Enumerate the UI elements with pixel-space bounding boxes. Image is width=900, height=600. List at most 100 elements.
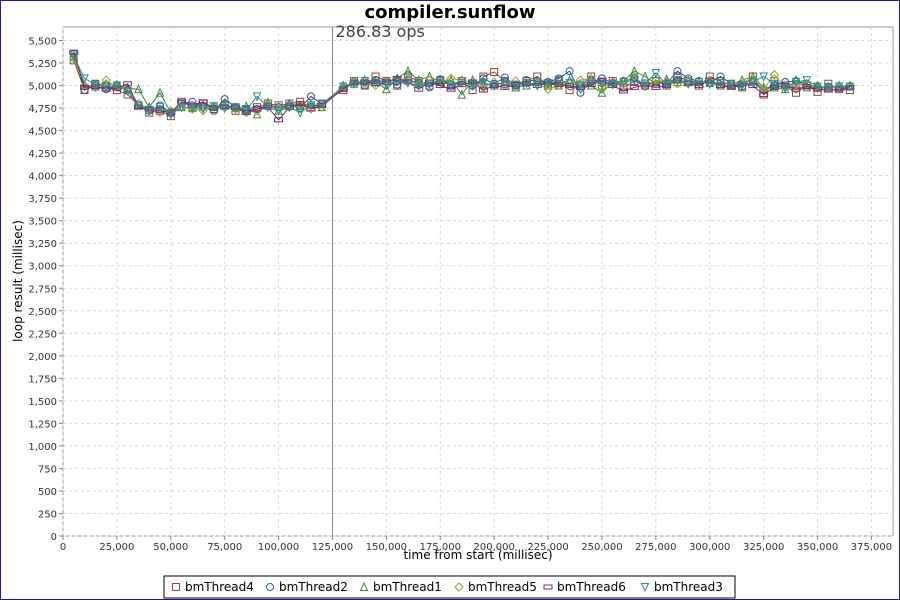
- data-point: [295, 101, 305, 107]
- data-point: [69, 52, 79, 62]
- data-point: [241, 105, 251, 116]
- y-tick-label: 250: [38, 509, 57, 520]
- data-point: [177, 103, 186, 113]
- x-tick-label: 225,000: [527, 542, 568, 553]
- data-point: [780, 84, 790, 94]
- x-tick-label: 350,000: [797, 542, 838, 553]
- data-point: [80, 74, 89, 84]
- data-point: [532, 83, 542, 89]
- y-tick-label: 4,750: [28, 104, 57, 115]
- data-point: [662, 80, 671, 90]
- data-point: [90, 82, 101, 93]
- data-point: [435, 76, 445, 86]
- y-tick-label: 5,250: [28, 59, 57, 70]
- legend-marker: [640, 583, 650, 593]
- ops-annotation: 286.83 ops: [335, 22, 424, 41]
- data-point: [716, 78, 725, 89]
- data-point: [252, 92, 262, 102]
- x-tick-label: 375,000: [851, 542, 892, 553]
- data-point: [630, 76, 639, 86]
- x-tick-label: 125,000: [312, 542, 353, 553]
- legend-item-bmThread1: bmThread1: [359, 580, 442, 594]
- data-point: [306, 106, 316, 112]
- data-point: [69, 49, 79, 55]
- y-tick-label: 5,000: [28, 82, 57, 93]
- y-tick-label: 4,500: [28, 127, 57, 138]
- data-point: [166, 110, 176, 120]
- x-tick-label: 325,000: [743, 542, 784, 553]
- data-point: [597, 82, 607, 93]
- legend: bmThread4 bmThread2 bmThread1 bmThread5 bmTh…: [163, 575, 736, 599]
- data-point: [425, 79, 434, 89]
- y-tick-label: 3,250: [28, 239, 57, 250]
- y-tick-label: 750: [38, 464, 57, 475]
- data-point: [705, 79, 715, 89]
- x-tick-label: 275,000: [635, 542, 676, 553]
- data-point: [446, 86, 456, 92]
- data-point: [522, 78, 531, 89]
- data-point: [360, 77, 370, 87]
- data-point: [155, 87, 165, 97]
- legend-box: [163, 575, 736, 599]
- data-point: [101, 82, 111, 92]
- data-point: [91, 80, 100, 90]
- data-point: [533, 81, 542, 91]
- data-point: [813, 82, 822, 92]
- data-point: [769, 70, 780, 80]
- legend-label: bmThread3: [654, 580, 723, 594]
- data-point: [392, 77, 402, 87]
- data-point: [490, 68, 499, 77]
- data-point: [381, 79, 391, 85]
- y-tick-label: 1,500: [28, 397, 57, 408]
- data-point: [640, 80, 650, 91]
- x-tick-label: 250,000: [581, 542, 622, 553]
- data-point: [144, 105, 154, 116]
- data-point: [489, 83, 499, 89]
- legend-marker: [266, 583, 274, 591]
- legend-label: bmThread5: [468, 580, 537, 594]
- data-point: [392, 75, 402, 81]
- data-point: [554, 76, 564, 86]
- data-point: [619, 88, 629, 94]
- data-point: [296, 104, 305, 113]
- legend-item-bmThread4: bmThread4: [172, 580, 254, 594]
- data-point: [349, 79, 359, 89]
- y-tick-label: 2,750: [28, 284, 57, 295]
- y-tick-label: 3,500: [28, 217, 57, 228]
- y-tick-label: 1,250: [28, 419, 57, 430]
- legend-item-bmThread6: bmThread6: [543, 580, 626, 594]
- legend-marker: [543, 584, 553, 590]
- data-point: [198, 104, 208, 115]
- data-point: [845, 82, 855, 92]
- data-point: [134, 101, 143, 111]
- y-tick-label: 5,500: [28, 37, 57, 48]
- data-point: [672, 77, 682, 83]
- legend-label: bmThread4: [185, 580, 254, 594]
- data-point: [457, 75, 467, 85]
- data-point: [770, 79, 779, 89]
- x-tick-label: 300,000: [689, 542, 730, 553]
- data-point: [489, 81, 499, 91]
- data-point: [543, 79, 553, 89]
- data-point: [209, 102, 219, 112]
- data-point: [284, 104, 294, 110]
- data-point: [586, 76, 596, 86]
- data-point: [274, 117, 284, 123]
- data-point: [759, 92, 769, 98]
- data-point: [576, 81, 585, 91]
- x-tick-label: 25,000: [99, 542, 134, 553]
- data-point: [155, 103, 165, 113]
- data-point: [80, 84, 90, 90]
- data-point: [479, 78, 488, 89]
- y-tick-label: 1,000: [28, 442, 57, 453]
- legend-item-bmThread3: bmThread3: [640, 580, 723, 594]
- data-point: [306, 99, 316, 109]
- x-axis-ticks: 0 25,000 50,000 75,000 100,000 125,000 150,000…: [60, 536, 892, 553]
- data-point: [640, 79, 650, 89]
- data-point: [263, 103, 273, 113]
- data-point: [726, 84, 736, 90]
- data-point: [134, 83, 143, 94]
- data-point: [683, 81, 693, 87]
- data-point: [252, 106, 262, 112]
- data-point: [597, 87, 607, 97]
